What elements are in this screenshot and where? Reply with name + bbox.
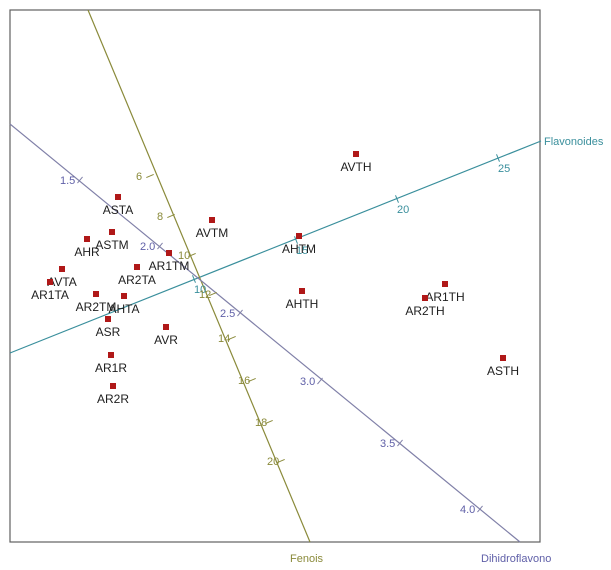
tick-mark-fenois-6 [146, 173, 154, 179]
tick-mark-fenois-18 [265, 419, 273, 425]
point-marker-ahth [299, 288, 305, 294]
point-marker-ar2ta [134, 264, 140, 270]
plot-frame [9, 9, 541, 543]
axes-layer [9, 9, 542, 543]
point-marker-ahtm [296, 233, 302, 239]
tick-label-fenois-16: 16 [238, 375, 250, 387]
tick-mark-dihidroflavono-3-0 [317, 377, 323, 385]
point-label-avtm: AVTM [196, 226, 228, 240]
point-label-ahta: AHTA [108, 302, 139, 316]
tick-label-flavonoides-20: 20 [397, 204, 409, 216]
point-marker-asr [105, 316, 111, 322]
point-label-asta: ASTA [103, 203, 133, 217]
point-marker-ar2th [422, 295, 428, 301]
axis-label-dihidroflavono: Dihidroflavono [481, 553, 551, 565]
tick-mark-dihidroflavono-1-5 [77, 176, 83, 184]
point-marker-avtm [209, 217, 215, 223]
point-marker-ar2tm [93, 291, 99, 297]
axis-label-flavonoides: Flavonoides [544, 136, 604, 148]
point-label-ar2r: AR2R [97, 392, 129, 406]
point-label-asr: ASR [96, 325, 121, 339]
tick-mark-fenois-12 [209, 291, 217, 297]
tick-label-dihidroflavono-3-5: 3.5 [380, 438, 395, 450]
tick-mark-flavonoides-20 [395, 195, 399, 203]
point-marker-asta [115, 194, 121, 200]
tick-mark-flavonoides-15 [294, 236, 298, 244]
point-marker-ar1th [442, 281, 448, 287]
tick-mark-dihidroflavono-2-0 [157, 242, 163, 250]
tick-label-fenois-10: 10 [178, 250, 190, 262]
tick-label-fenois-18: 18 [255, 417, 267, 429]
tick-mark-fenois-20 [277, 458, 285, 464]
point-label-avta: AVTA [47, 275, 77, 289]
point-marker-avth [353, 151, 359, 157]
tick-label-fenois-12: 12 [199, 289, 211, 301]
point-label-astm: ASTM [95, 238, 128, 252]
point-label-ar2tm: AR2TM [76, 300, 117, 314]
tick-label-fenois-6: 6 [136, 171, 142, 183]
tick-label-flavonoides-10: 10 [194, 284, 206, 296]
tick-label-flavonoides-25: 25 [498, 163, 510, 175]
axis-line-dihidroflavono [9, 123, 521, 543]
point-marker-asth [500, 355, 506, 361]
point-marker-avta [59, 266, 65, 272]
tick-label-dihidroflavono-3-0: 3.0 [300, 376, 315, 388]
tick-mark-fenois-10 [188, 252, 196, 258]
tick-label-flavonoides-15: 15 [296, 245, 308, 257]
tick-mark-fenois-8 [167, 213, 175, 219]
tick-label-fenois-14: 14 [218, 333, 230, 345]
tick-label-fenois-8: 8 [157, 211, 163, 223]
axis-labels-layer: Flavonoides Fenois Dihidroflavono [290, 136, 604, 565]
point-label-ahth: AHTH [286, 297, 319, 311]
point-label-ar2th: AR2TH [405, 304, 444, 318]
tick-label-dihidroflavono-2-5: 2.5 [220, 308, 235, 320]
axis-label-fenois: Fenois [290, 553, 324, 565]
axis-line-fenois [87, 9, 311, 543]
tick-mark-fenois-16 [248, 377, 256, 383]
tick-mark-fenois-14 [228, 335, 236, 341]
point-marker-ar1r [108, 352, 114, 358]
point-label-avth: AVTH [340, 160, 371, 174]
point-marker-astm [109, 229, 115, 235]
tick-mark-dihidroflavono-2-5 [237, 309, 243, 317]
point-label-ar1r: AR1R [95, 361, 127, 375]
point-marker-ar1tm [166, 250, 172, 256]
point-label-ahtm: AHTM [282, 242, 316, 256]
point-label-asth: ASTH [487, 364, 519, 378]
point-marker-ar1ta [47, 279, 53, 285]
tick-mark-dihidroflavono-3-5 [397, 439, 403, 447]
tick-mark-flavonoides-10 [192, 275, 196, 283]
tick-label-fenois-20: 20 [267, 456, 279, 468]
tick-label-dihidroflavono-4-0: 4.0 [460, 504, 475, 516]
tick-label-dihidroflavono-1-5: 1.5 [60, 175, 75, 187]
point-label-ahr: AHR [74, 245, 100, 259]
point-label-avr: AVR [154, 333, 178, 347]
point-marker-avr [163, 324, 169, 330]
tick-mark-flavonoides-25 [496, 154, 500, 162]
point-marker-ahta [121, 293, 127, 299]
point-label-ar1ta: AR1TA [31, 288, 69, 302]
point-label-ar2ta: AR2TA [118, 273, 156, 287]
tick-label-dihidroflavono-2-0: 2.0 [140, 241, 155, 253]
point-marker-ar2r [110, 383, 116, 389]
point-marker-ahr [84, 236, 90, 242]
point-label-ar1tm: AR1TM [149, 259, 190, 273]
axis-line-flavonoides [9, 140, 542, 354]
tick-mark-dihidroflavono-4-0 [477, 505, 483, 513]
point-label-ar1th: AR1TH [425, 290, 464, 304]
